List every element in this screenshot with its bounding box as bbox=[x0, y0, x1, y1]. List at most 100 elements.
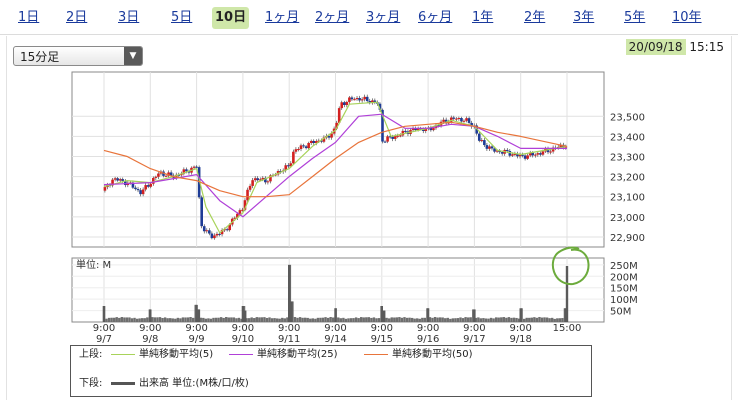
volume-bar-159 bbox=[507, 317, 511, 322]
volume-y-tick-0: 50M bbox=[610, 307, 631, 318]
candle-body-8 bbox=[123, 180, 127, 186]
volume-bar-80 bbox=[306, 317, 309, 322]
volume-bar-150 bbox=[484, 318, 488, 322]
volume-bar-89 bbox=[329, 316, 332, 322]
candle-body-78 bbox=[302, 145, 305, 147]
volume-spike-4 bbox=[241, 306, 245, 322]
tab-1[interactable]: 2日 bbox=[66, 10, 88, 25]
volume-unit-label: 単位: M bbox=[76, 258, 111, 271]
volume-bar-132 bbox=[438, 317, 442, 322]
candle-body-150 bbox=[485, 145, 489, 149]
candle-body-51 bbox=[233, 217, 237, 219]
candle-body-109 bbox=[381, 109, 384, 142]
volume-bar-179 bbox=[558, 318, 562, 322]
candle-body-162 bbox=[516, 153, 519, 157]
candle-body-40 bbox=[205, 230, 209, 232]
volume-bar-41 bbox=[207, 318, 210, 322]
tab-10[interactable]: 2年 bbox=[524, 10, 546, 25]
candle-body-54 bbox=[241, 209, 244, 211]
tab-7[interactable]: 3ヶ月 bbox=[366, 10, 401, 25]
tab-0[interactable]: 1日 bbox=[18, 10, 40, 25]
volume-bar-12 bbox=[133, 317, 136, 322]
candle-body-122 bbox=[414, 128, 417, 131]
tab-8[interactable]: 6ヶ月 bbox=[418, 10, 453, 25]
tab-3[interactable]: 5日 bbox=[171, 10, 193, 25]
candle-body-79 bbox=[304, 146, 308, 149]
interval-select[interactable]: 15分足 ▼ bbox=[13, 46, 143, 66]
candle-body-26 bbox=[169, 172, 173, 176]
candle-body-165 bbox=[523, 155, 527, 159]
volume-bar-125 bbox=[421, 317, 424, 322]
volume-bar-157 bbox=[502, 317, 506, 322]
timestamp-time: 15:15 bbox=[689, 40, 724, 54]
tab-12[interactable]: 5年 bbox=[624, 10, 646, 25]
volume-bar-64 bbox=[265, 317, 269, 322]
candle-body-20 bbox=[154, 176, 158, 178]
candle-body-98 bbox=[353, 99, 356, 101]
volume-bar-158 bbox=[505, 317, 508, 322]
volume-bar-8 bbox=[123, 317, 126, 322]
candle-body-6 bbox=[118, 179, 122, 181]
candle-body-5 bbox=[116, 178, 119, 181]
candle-body-94 bbox=[342, 102, 346, 106]
x-tick-time-9: 9:00 bbox=[509, 323, 531, 334]
volume-bar-49 bbox=[227, 317, 230, 322]
candle-body-121 bbox=[411, 128, 415, 131]
volume-bar-25 bbox=[166, 318, 169, 322]
volume-bar-5 bbox=[115, 317, 118, 322]
candle-body-159 bbox=[508, 151, 512, 156]
volume-bar-175 bbox=[548, 318, 551, 322]
volume-bar-28 bbox=[174, 318, 177, 322]
tab-2[interactable]: 3日 bbox=[118, 10, 140, 25]
candle-body-71 bbox=[284, 165, 288, 171]
candle-body-161 bbox=[513, 153, 517, 155]
tab-5[interactable]: 1ヶ月 bbox=[265, 10, 300, 25]
volume-bar-143 bbox=[466, 317, 470, 322]
tab-13[interactable]: 10年 bbox=[672, 10, 702, 25]
candle-body-82 bbox=[312, 140, 316, 144]
volume-bar-52 bbox=[235, 318, 238, 322]
candle-body-170 bbox=[536, 153, 540, 155]
candle-body-41 bbox=[208, 230, 211, 234]
volume-bar-22 bbox=[158, 317, 162, 322]
chart-legend: 上段: 単純移動平均(5) 単純移動平均(25) 単純移動平均(50) 下段: … bbox=[70, 345, 592, 397]
volume-spike-9 bbox=[380, 306, 383, 322]
chevron-down-icon[interactable]: ▼ bbox=[124, 47, 142, 65]
volume-bar-133 bbox=[441, 317, 444, 322]
volume-bar-77 bbox=[298, 317, 302, 322]
volume-bar-94 bbox=[342, 317, 345, 322]
x-tick-time-8: 9:00 bbox=[463, 323, 485, 334]
price-y-tick-1: 23,000 bbox=[610, 213, 645, 224]
candle-body-53 bbox=[238, 210, 242, 214]
x-tick-time-6: 9:00 bbox=[371, 323, 393, 334]
volume-bar-129 bbox=[431, 317, 434, 322]
volume-bar-96 bbox=[347, 318, 350, 322]
volume-bar-16 bbox=[143, 318, 146, 322]
volume-bar-101 bbox=[359, 317, 363, 322]
volume-bar-10 bbox=[128, 317, 131, 322]
tab-4[interactable]: 10日 bbox=[212, 7, 250, 29]
volume-bar-24 bbox=[163, 317, 167, 322]
volume-y-tick-2: 150M bbox=[610, 284, 638, 295]
volume-bar-63 bbox=[263, 317, 266, 322]
volume-bar-140 bbox=[459, 317, 462, 322]
candle-body-57 bbox=[248, 185, 252, 190]
candle-body-133 bbox=[442, 119, 445, 122]
volume-bar-67 bbox=[273, 318, 276, 322]
volume-bar-54 bbox=[240, 318, 243, 322]
volume-bar-171 bbox=[538, 316, 541, 322]
volume-bar-95 bbox=[344, 318, 348, 322]
candle-body-11 bbox=[131, 182, 135, 188]
candle-body-88 bbox=[327, 135, 331, 138]
tab-11[interactable]: 3年 bbox=[573, 10, 595, 25]
tab-9[interactable]: 1年 bbox=[472, 10, 494, 25]
tab-6[interactable]: 2ヶ月 bbox=[315, 10, 350, 25]
volume-bar-123 bbox=[416, 318, 419, 322]
volume-bar-170 bbox=[535, 317, 539, 322]
candle-body-91 bbox=[335, 122, 338, 129]
candle-body-83 bbox=[314, 141, 318, 144]
candle-body-148 bbox=[480, 140, 484, 142]
volume-spike-8 bbox=[334, 308, 337, 322]
volume-bar-46 bbox=[219, 317, 223, 322]
volume-bar-81 bbox=[309, 318, 312, 322]
